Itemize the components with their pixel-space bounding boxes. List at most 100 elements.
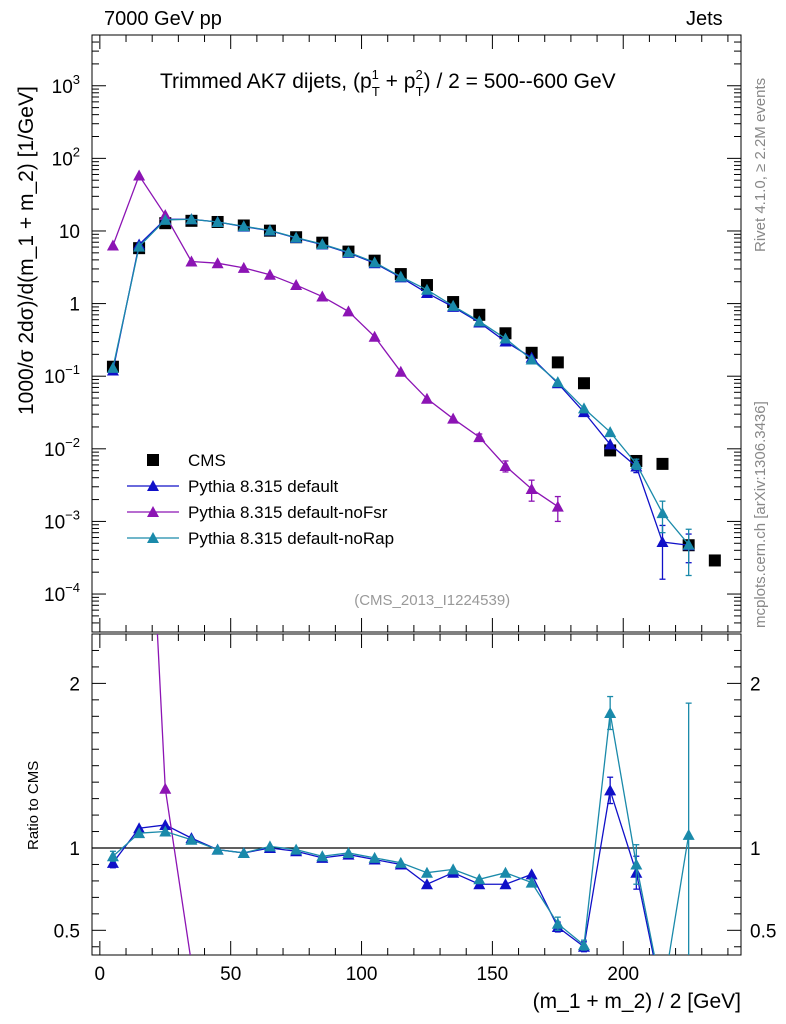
data-point-cms bbox=[708, 554, 721, 567]
y-tick-label: 10−4 bbox=[44, 580, 80, 606]
chart-title-part: + p bbox=[380, 70, 416, 93]
data-point-cms bbox=[656, 457, 669, 470]
data-point-norap bbox=[604, 426, 617, 438]
data-point-nofsr bbox=[394, 365, 407, 377]
y-tick-label: 10−2 bbox=[44, 435, 80, 461]
ratio-point-norap bbox=[473, 873, 486, 885]
data-point-nofsr bbox=[290, 279, 303, 291]
analysis-annotation: (CMS_2013_I1224539) bbox=[354, 592, 510, 609]
main-series-group bbox=[106, 169, 721, 580]
legend-marker-default bbox=[147, 480, 159, 491]
data-point-nofsr bbox=[447, 412, 460, 424]
x-axis-label: (m_1 + m_2) / 2 [GeV] bbox=[533, 990, 741, 1013]
ratio-plot-frame bbox=[91, 633, 742, 956]
x-tick-label: 150 bbox=[477, 964, 509, 985]
ratio-point-norap bbox=[551, 917, 564, 929]
ratio-point-norap bbox=[106, 850, 119, 862]
data-point-nofsr bbox=[263, 268, 276, 280]
header-right: Jets bbox=[686, 8, 723, 30]
ratio-point-nofsr bbox=[159, 782, 172, 794]
data-point-norap bbox=[133, 240, 146, 252]
ratio-point-norap bbox=[263, 840, 276, 852]
data-point-norap bbox=[394, 270, 407, 282]
ratio-y-tick-label: 1 bbox=[69, 839, 80, 860]
ratio-point-norap bbox=[368, 851, 381, 863]
ratio-point-default bbox=[525, 868, 538, 880]
ratio-point-default bbox=[106, 856, 119, 868]
ratio-point-norap bbox=[211, 843, 224, 855]
data-point-norap bbox=[106, 361, 119, 373]
data-point-norap bbox=[447, 299, 460, 311]
ratio-point-norap bbox=[290, 843, 303, 855]
ratio-point-norap bbox=[133, 827, 146, 839]
ratio-y-axis-label: Ratio to CMS bbox=[25, 761, 42, 850]
ratio-point-default bbox=[499, 878, 512, 890]
legend-marker-nofsr bbox=[147, 506, 159, 517]
ratio-point-norap bbox=[577, 939, 590, 951]
legend: CMS Pythia 8.315 default Pythia 8.315 defa… bbox=[127, 451, 394, 548]
data-point-nofsr bbox=[473, 431, 486, 443]
data-point-nofsr bbox=[342, 305, 355, 317]
chart-title-part: T bbox=[372, 84, 380, 99]
legend-label-nofsr: Pythia 8.315 default-noFsr bbox=[188, 503, 388, 522]
data-point-nofsr bbox=[525, 482, 538, 494]
series-line-nofsr bbox=[112, 174, 559, 508]
y-tick-label: 10−3 bbox=[44, 507, 80, 533]
data-point-norap bbox=[159, 213, 172, 225]
y-tick-label: 1 bbox=[69, 295, 80, 316]
ratio-series-group bbox=[106, 634, 695, 968]
legend-label-norap: Pythia 8.315 default-noRap bbox=[188, 529, 394, 548]
data-point-norap bbox=[525, 353, 538, 365]
ratio-point-norap bbox=[185, 833, 198, 845]
data-point-nofsr bbox=[237, 261, 250, 273]
ratio-y-tick-label-right: 0.5 bbox=[750, 921, 776, 942]
data-point-nofsr bbox=[106, 239, 119, 251]
data-point-nofsr bbox=[133, 169, 146, 181]
data-point-norap bbox=[630, 457, 643, 469]
legend-marker-norap bbox=[147, 532, 159, 543]
data-point-nofsr bbox=[499, 459, 512, 471]
ratio-point-norap bbox=[447, 863, 460, 875]
x-tick-label: 100 bbox=[346, 964, 378, 985]
data-point-nofsr bbox=[316, 290, 329, 302]
data-point-nofsr bbox=[551, 500, 564, 512]
ratio-point-nofsr bbox=[185, 957, 197, 968]
ratio-point-norap bbox=[499, 866, 512, 878]
ratio-line-nofsr bbox=[156, 634, 191, 955]
chart-title-part: ) / 2 = 500--600 GeV bbox=[424, 70, 616, 93]
ratio-point-norap bbox=[604, 707, 617, 719]
ratio-point-default bbox=[604, 784, 617, 796]
data-point-cms bbox=[473, 308, 486, 321]
ratio-point-norap bbox=[342, 846, 355, 858]
y-tick-label: 10−1 bbox=[44, 362, 80, 388]
y-tick-label: 103 bbox=[52, 72, 80, 98]
data-point-norap bbox=[577, 402, 590, 414]
data-point-norap bbox=[368, 256, 381, 268]
ratio-y-tick-label: 0.5 bbox=[54, 921, 80, 942]
data-point-norap bbox=[211, 215, 224, 227]
data-point-norap bbox=[237, 220, 250, 232]
chart-title-part: T bbox=[416, 84, 424, 99]
ratio-point-norap bbox=[159, 825, 172, 837]
data-point-norap bbox=[551, 376, 564, 388]
data-point-norap bbox=[499, 332, 512, 344]
ratio-point-norap bbox=[316, 850, 329, 862]
data-point-nofsr bbox=[368, 330, 381, 342]
ratio-point-norap bbox=[237, 846, 250, 858]
data-point-norap bbox=[185, 213, 198, 225]
data-point-norap bbox=[316, 238, 329, 250]
data-point-default bbox=[604, 438, 617, 450]
ratio-line-norap bbox=[112, 712, 690, 955]
ratio-y-tick-label: 2 bbox=[69, 674, 80, 695]
y-axis-label: 1000/σ 2dσ)/d(m_1 + m_2) [1/GeV] bbox=[15, 86, 38, 415]
ratio-point-default bbox=[159, 818, 172, 830]
data-point-cms bbox=[577, 377, 590, 390]
y-tick-label: 102 bbox=[52, 144, 80, 170]
data-point-nofsr bbox=[211, 257, 224, 269]
ratio-line-default bbox=[112, 790, 654, 955]
data-point-norap bbox=[473, 315, 486, 327]
x-tick-label: 50 bbox=[220, 964, 241, 985]
ratio-point-norap bbox=[630, 858, 643, 870]
data-point-nofsr bbox=[420, 392, 433, 404]
legend-marker-cms bbox=[147, 454, 159, 466]
